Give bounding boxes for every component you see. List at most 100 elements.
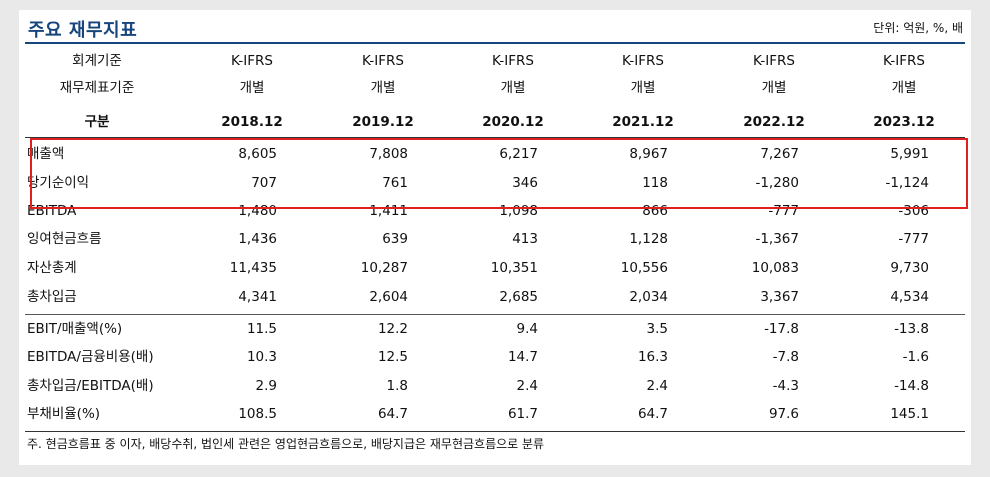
header-cell: 개별 — [630, 80, 656, 96]
value-cell: -13.8 — [894, 321, 929, 337]
value-cell: 12.5 — [377, 349, 408, 365]
group-divider — [25, 314, 965, 315]
header-row-period: 구분 2018.12 2019.12 2020.12 2021.12 2022.… — [19, 109, 971, 135]
value-cell: 10,287 — [360, 260, 408, 276]
value-cell: 2,685 — [499, 289, 538, 305]
value-cell: 97.6 — [768, 406, 799, 422]
value-cell: 8,967 — [629, 146, 668, 162]
table-row: 자산총계 11,435 10,287 10,351 10,556 10,083 … — [19, 255, 971, 281]
value-cell: 707 — [251, 175, 277, 191]
value-cell: 108.5 — [238, 406, 277, 422]
header-divider — [25, 137, 965, 138]
row-label: 총차입금 — [27, 289, 77, 305]
header-cell: K-IFRS — [752, 53, 795, 69]
value-cell: 1,128 — [629, 231, 668, 247]
table-row: EBIT/매출액(%) 11.5 12.2 9.4 3.5 -17.8 -13.… — [19, 316, 971, 342]
value-cell: 16.3 — [637, 349, 668, 365]
value-cell: -1,280 — [755, 175, 799, 191]
row-label: 잉여현금흐름 — [27, 231, 102, 247]
value-cell: 11,435 — [229, 260, 277, 276]
table-row: 잉여현금흐름 1,436 639 413 1,128 -1,367 -777 — [19, 226, 971, 252]
value-cell: 10,556 — [620, 260, 668, 276]
value-cell: -17.8 — [764, 321, 799, 337]
value-cell: -7.8 — [772, 349, 799, 365]
row-label: 자산총계 — [27, 260, 77, 276]
value-cell: 3,367 — [760, 289, 799, 305]
value-cell: 9.4 — [516, 321, 538, 337]
financial-indicators-panel: 주요 재무지표 단위: 억원, %, 배 회계기준 K-IFRS K-IFRS … — [19, 10, 971, 465]
value-cell: 64.7 — [377, 406, 408, 422]
value-cell: 145.1 — [890, 406, 929, 422]
value-cell: 7,267 — [760, 146, 799, 162]
value-cell: 64.7 — [637, 406, 668, 422]
value-cell: 2.4 — [646, 378, 668, 394]
value-cell: 10.3 — [246, 349, 277, 365]
header-cell: K-IFRS — [621, 53, 664, 69]
value-cell: 5,991 — [890, 146, 929, 162]
value-cell: 3.5 — [646, 321, 668, 337]
value-cell: 10,083 — [751, 260, 799, 276]
period-cell: 2021.12 — [612, 114, 674, 130]
value-cell: 1,436 — [238, 231, 277, 247]
title-divider — [25, 42, 965, 44]
period-cell: 2020.12 — [482, 114, 544, 130]
value-cell: 7,808 — [369, 146, 408, 162]
table-title: 주요 재무지표 — [28, 20, 138, 41]
row-label: EBITDA/금융비용(배) — [27, 349, 154, 365]
table-row: 총차입금 4,341 2,604 2,685 2,034 3,367 4,534 — [19, 284, 971, 310]
value-cell: 639 — [382, 231, 408, 247]
value-cell: 761 — [382, 175, 408, 191]
value-cell: 12.2 — [377, 321, 408, 337]
header-row-statement: 재무제표기준 개별 개별 개별 개별 개별 개별 — [19, 75, 971, 101]
header-cell: K-IFRS — [882, 53, 925, 69]
period-cell: 2019.12 — [352, 114, 414, 130]
period-cell: 2022.12 — [743, 114, 805, 130]
row-label: 총차입금/EBITDA(배) — [27, 378, 154, 394]
header-cell: K-IFRS — [230, 53, 273, 69]
value-cell: 2,604 — [369, 289, 408, 305]
value-cell: -777 — [898, 231, 929, 247]
value-cell: 9,730 — [890, 260, 929, 276]
header-cell: 개별 — [891, 80, 917, 96]
value-cell: 2.9 — [255, 378, 277, 394]
value-cell: 413 — [512, 231, 538, 247]
value-cell: 10,351 — [490, 260, 538, 276]
row-label: 매출액 — [27, 146, 65, 162]
value-cell: -4.3 — [772, 378, 799, 394]
header-cell: 개별 — [761, 80, 787, 96]
row-label: 부채비율(%) — [27, 406, 101, 422]
value-cell: 4,341 — [238, 289, 277, 305]
value-cell: 1.8 — [386, 378, 408, 394]
row-label: EBIT/매출액(%) — [27, 321, 123, 337]
table-row: 총차입금/EBITDA(배) 2.9 1.8 2.4 2.4 -4.3 -14.… — [19, 373, 971, 399]
value-cell: -1,367 — [755, 231, 799, 247]
table-row: EBITDA/금융비용(배) 10.3 12.5 14.7 16.3 -7.8 … — [19, 344, 971, 370]
value-cell: 6,217 — [499, 146, 538, 162]
value-cell: 61.7 — [507, 406, 538, 422]
highlight-box — [30, 138, 968, 209]
header-cell: K-IFRS — [491, 53, 534, 69]
value-cell: -14.8 — [894, 378, 929, 394]
value-cell: 346 — [512, 175, 538, 191]
value-cell: -1,124 — [885, 175, 929, 191]
row-label: 당기순이익 — [27, 175, 90, 191]
value-cell: 4,534 — [890, 289, 929, 305]
header-row-accounting: 회계기준 K-IFRS K-IFRS K-IFRS K-IFRS K-IFRS … — [19, 48, 971, 74]
header-cell: 개별 — [500, 80, 526, 96]
value-cell: 11.5 — [246, 321, 277, 337]
unit-label: 단위: 억원, %, 배 — [873, 21, 963, 35]
header-cell: K-IFRS — [361, 53, 404, 69]
value-cell: 14.7 — [507, 349, 538, 365]
header-cell: 개별 — [370, 80, 396, 96]
value-cell: 8,605 — [238, 146, 277, 162]
footer-divider — [25, 431, 965, 432]
header-cell: 개별 — [239, 80, 265, 96]
footnote: 주. 현금흐름표 중 이자, 배당수취, 법인세 관련은 영업현금흐름으로, 배… — [27, 437, 545, 451]
period-cell: 2023.12 — [873, 114, 935, 130]
table-row: 부채비율(%) 108.5 64.7 61.7 64.7 97.6 145.1 — [19, 401, 971, 427]
table-row: 당기순이익 707 761 346 118 -1,280 -1,124 — [19, 170, 971, 196]
value-cell: -1.6 — [902, 349, 929, 365]
header-label: 구분 — [84, 114, 110, 130]
table-row: 매출액 8,605 7,808 6,217 8,967 7,267 5,991 — [19, 141, 971, 167]
header-label: 재무제표기준 — [59, 80, 135, 96]
